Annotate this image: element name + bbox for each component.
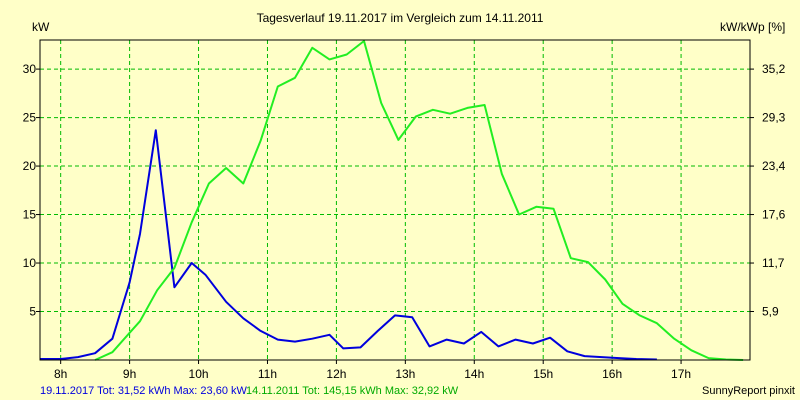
series-line-2017 bbox=[40, 129, 657, 361]
credit-text: SunnyReport pinxit bbox=[702, 385, 795, 397]
y-tick-label-right-1: 11,7 bbox=[762, 256, 785, 270]
y-tick-label-left-2: 15 bbox=[23, 208, 37, 222]
y-axis-left-label: kW bbox=[32, 20, 50, 34]
x-tick-label-3: 11h bbox=[258, 367, 277, 381]
y-tick-label-right-4: 29,3 bbox=[762, 111, 786, 125]
x-tick-label-0: 8h bbox=[54, 367, 67, 381]
x-tick-label-1: 9h bbox=[123, 367, 136, 381]
y-tick-label-right-2: 17,6 bbox=[762, 208, 786, 222]
y-axis-right-label: kW/kWp [%] bbox=[720, 20, 785, 34]
chart-title: Tagesverlauf 19.11.2017 im Vergleich zum… bbox=[257, 11, 544, 25]
x-tick-label-6: 14h bbox=[464, 367, 484, 381]
x-tick-label-7: 15h bbox=[533, 367, 553, 381]
legend-series-2017: 19.11.2017 Tot: 31,52 kWh Max: 23,60 kW bbox=[40, 385, 247, 397]
x-tick-label-4: 12h bbox=[326, 367, 346, 381]
y-tick-label-right-0: 5,9 bbox=[762, 305, 779, 319]
grid-layer bbox=[36, 40, 754, 364]
plot-frame bbox=[39, 39, 751, 361]
y-tick-label-left-1: 10 bbox=[23, 256, 37, 270]
y-tick-labels-right: 5,9 11,7 17,6 23,4 29,3 35,2 bbox=[762, 62, 786, 318]
y-tick-label-left-0: 5 bbox=[29, 305, 36, 319]
legend-series-2011: 14.11.2011 Tot: 145,15 kWh Max: 32,92 kW bbox=[246, 385, 459, 397]
x-tick-label-5: 13h bbox=[395, 367, 415, 381]
y-tick-label-left-5: 30 bbox=[23, 62, 37, 76]
y-tick-labels-left: 5 10 15 20 25 30 bbox=[23, 62, 37, 318]
x-tick-labels: 8h 9h 10h 11h 12h 13h 14h 15h 16h 17h bbox=[54, 367, 691, 381]
series-line-2011 bbox=[94, 40, 744, 361]
series-layer bbox=[40, 40, 744, 361]
x-tick-label-9: 17h bbox=[671, 367, 691, 381]
y-tick-label-left-3: 20 bbox=[23, 159, 37, 173]
y-tick-label-right-3: 23,4 bbox=[762, 159, 786, 173]
x-tick-label-2: 10h bbox=[189, 367, 209, 381]
y-tick-label-left-4: 25 bbox=[23, 111, 37, 125]
x-tick-label-8: 16h bbox=[602, 367, 622, 381]
y-tick-label-right-5: 35,2 bbox=[762, 62, 786, 76]
